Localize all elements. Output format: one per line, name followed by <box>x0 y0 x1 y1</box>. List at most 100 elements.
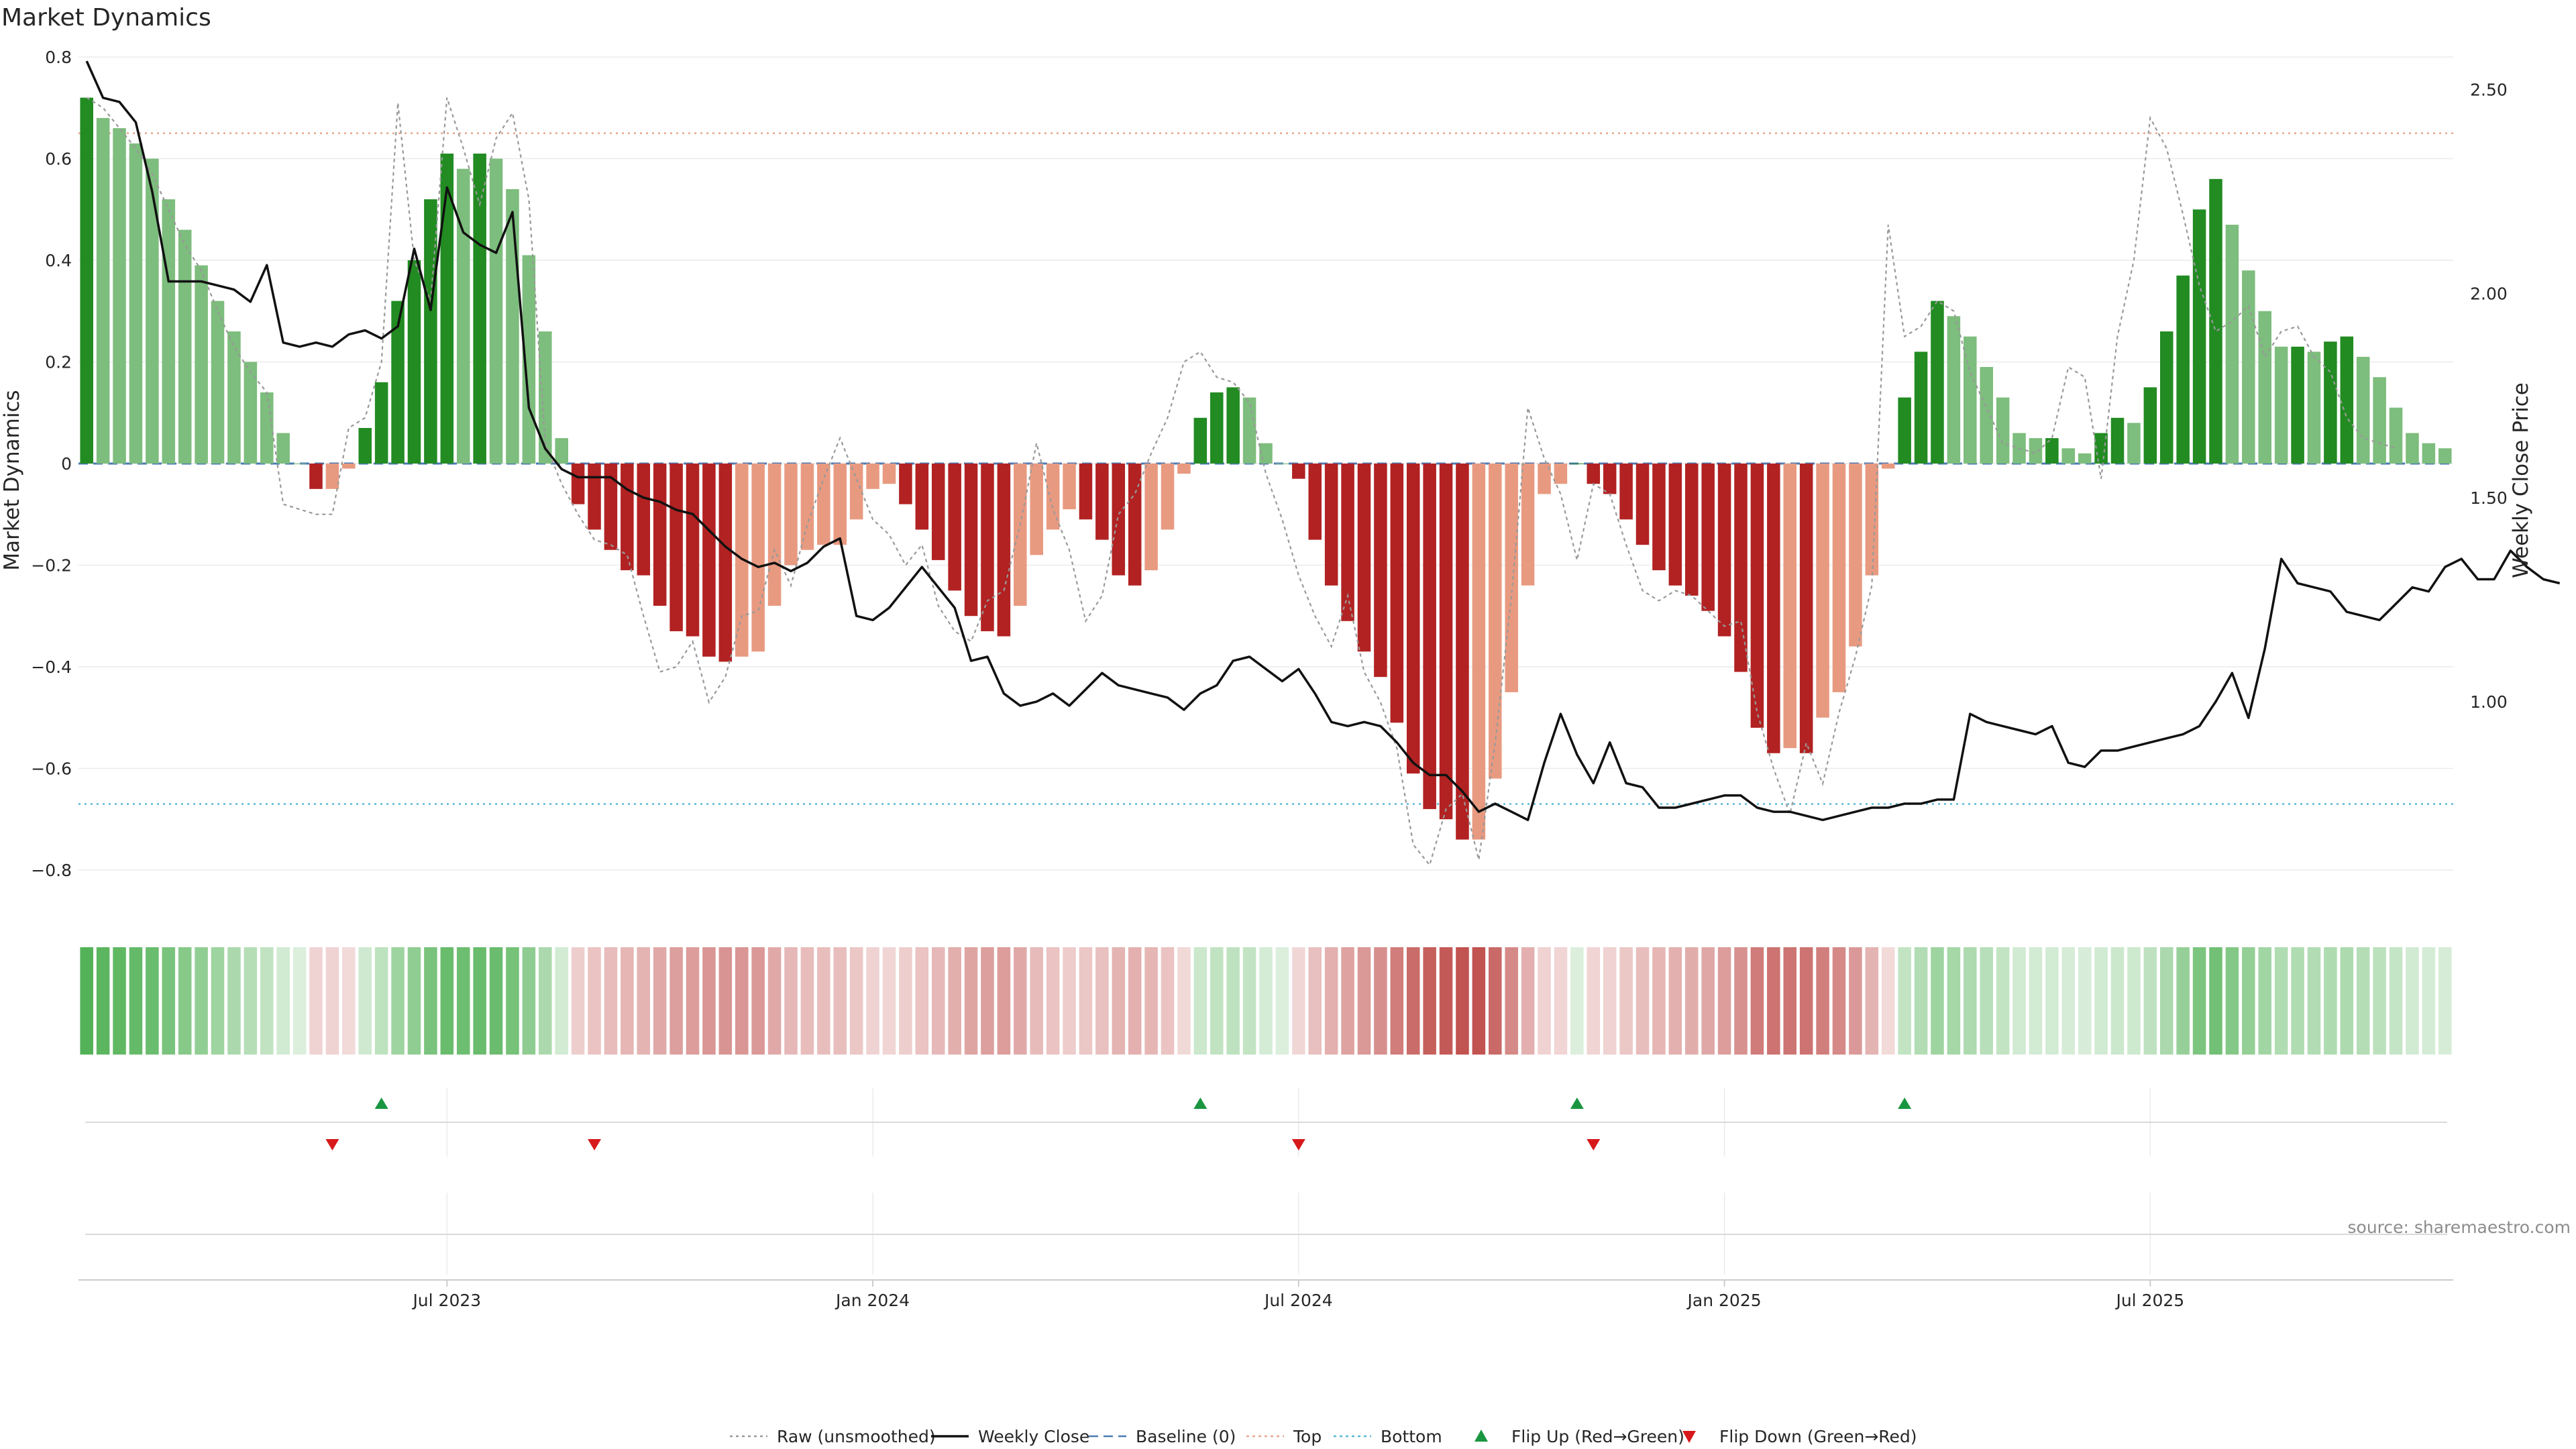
market-dynamics-bar <box>964 463 978 616</box>
heat-strip-cell <box>571 947 585 1055</box>
heat-strip-cell <box>244 947 258 1055</box>
market-dynamics-bar <box>849 463 863 520</box>
legend-item: Top <box>1246 1427 1322 1446</box>
heat-strip-cell <box>2143 947 2157 1055</box>
heat-strip-cell <box>1980 947 1993 1055</box>
heat-strip-cell <box>915 947 929 1055</box>
x-tick-label: Jan 2024 <box>835 1291 910 1310</box>
heat-strip-cell <box>1799 947 1813 1055</box>
market-dynamics-bar <box>113 128 126 464</box>
heat-strip-cell <box>358 947 372 1055</box>
legend-item: Raw (unsmoothed) <box>730 1427 936 1446</box>
market-dynamics-bar <box>2078 453 2092 464</box>
heat-strip-cell <box>1931 947 1944 1055</box>
market-dynamics-bar <box>2356 356 2370 464</box>
heat-strip-cell <box>1193 947 1208 1055</box>
market-dynamics-bar <box>2274 346 2288 464</box>
market-dynamics-bar <box>2258 311 2272 464</box>
y-tick-label-left: −0.6 <box>31 759 72 778</box>
market-dynamics-bar <box>2406 433 2419 464</box>
heat-strip-cell <box>2242 947 2255 1055</box>
y-axis-label-left: Market Dynamics <box>0 390 24 570</box>
market-dynamics-bar <box>2110 417 2125 464</box>
heat-strip-cell <box>1406 947 1420 1055</box>
heat-strip-cell <box>276 947 290 1055</box>
market-dynamics-bar <box>1996 397 2010 464</box>
y-tick-label-left: 0.2 <box>45 352 72 372</box>
x-tick-label: Jul 2023 <box>411 1291 481 1310</box>
market-dynamics-bar <box>244 362 258 464</box>
market-dynamics-bar <box>227 331 241 464</box>
heat-strip-cell <box>2029 947 2043 1055</box>
heat-strip-cell <box>1587 947 1601 1055</box>
market-dynamics-bar <box>981 463 994 631</box>
heat-strip-cell <box>1210 947 1224 1055</box>
heat-strip-cell <box>292 947 307 1055</box>
heat-strip-cell <box>1783 947 1797 1055</box>
y-tick-label-left: 0 <box>61 454 72 474</box>
heat-strip-cell <box>1341 947 1354 1055</box>
market-dynamics-bar <box>2373 377 2386 464</box>
chart-title: Market Dynamics <box>1 4 211 32</box>
market-dynamics-bar <box>571 463 585 504</box>
heat-strip-cell <box>1521 947 1535 1055</box>
market-dynamics-bar <box>489 158 503 464</box>
heat-strip-cell <box>178 947 192 1055</box>
heat-strip-cell <box>1079 947 1093 1055</box>
market-dynamics-bar <box>309 463 323 489</box>
market-dynamics-bar <box>440 153 454 464</box>
market-dynamics-bar <box>407 260 421 464</box>
flip-down-marker <box>588 1139 602 1150</box>
y-tick-label-left: 0.4 <box>45 251 72 270</box>
legend-item: Flip Down (Green→Red) <box>1682 1427 1917 1446</box>
market-dynamics-bar <box>506 189 519 464</box>
heat-strip-cell <box>440 947 454 1055</box>
market-dynamics-bar <box>915 463 929 530</box>
heat-strip-cell <box>718 947 733 1055</box>
market-dynamics-bar <box>1832 463 1846 692</box>
market-dynamics-bar <box>1439 463 1453 820</box>
market-dynamics-bar <box>1030 463 1043 555</box>
y-tick-label-left: 0.8 <box>45 48 72 67</box>
heat-strip-cell <box>1701 947 1715 1055</box>
heat-strip-cell <box>669 947 683 1055</box>
heat-strip-cell <box>1734 947 1748 1055</box>
market-dynamics-bar <box>751 463 765 652</box>
heat-strip-cell <box>2307 947 2321 1055</box>
market-dynamics-bar <box>1406 463 1420 774</box>
market-dynamics-bar <box>162 199 176 464</box>
market-dynamics-bar <box>1193 417 1208 464</box>
legend-label: Flip Up (Red→Green) <box>1511 1427 1684 1446</box>
market-dynamics-bar <box>653 463 667 606</box>
market-dynamics-bar <box>1095 463 1109 540</box>
y-tick-label-left: −0.2 <box>31 555 72 575</box>
heat-strip-cell <box>948 947 961 1055</box>
heat-strip-cell <box>1603 947 1617 1055</box>
flip-up-marker <box>1570 1097 1584 1109</box>
heat-strip-cell <box>309 947 323 1055</box>
market-dynamics-bar <box>374 382 388 464</box>
market-dynamics-bar <box>1980 367 1993 464</box>
y-tick-label-right: 2.50 <box>2470 80 2508 100</box>
heat-strip-cell <box>1242 947 1256 1055</box>
heat-strip-cell <box>2127 947 2141 1055</box>
heat-strip-cell <box>1750 947 1764 1055</box>
market-dynamics-bar <box>1603 463 1617 494</box>
market-dynamics-bar <box>1472 463 1486 840</box>
heat-strip-cell <box>1128 947 1142 1055</box>
market-dynamics-bar <box>1619 463 1633 520</box>
heat-strip-cell <box>833 947 847 1055</box>
heat-strip-cell <box>2422 947 2436 1055</box>
heat-strip-cell <box>1538 947 1551 1055</box>
market-dynamics-bar <box>1767 463 1780 753</box>
heat-strip-cell <box>1226 947 1240 1055</box>
y-tick-label-right: 1.00 <box>2470 692 2508 712</box>
heat-strip-cell <box>784 947 798 1055</box>
market-dynamics-bar <box>931 463 945 560</box>
market-dynamics-bar <box>1964 336 1977 464</box>
heat-strip-cell <box>80 947 93 1055</box>
market-dynamics-bar <box>948 463 961 591</box>
market-dynamics-bar <box>276 433 290 464</box>
market-dynamics-bar <box>1521 463 1535 586</box>
heat-strip-cell <box>2209 947 2222 1055</box>
